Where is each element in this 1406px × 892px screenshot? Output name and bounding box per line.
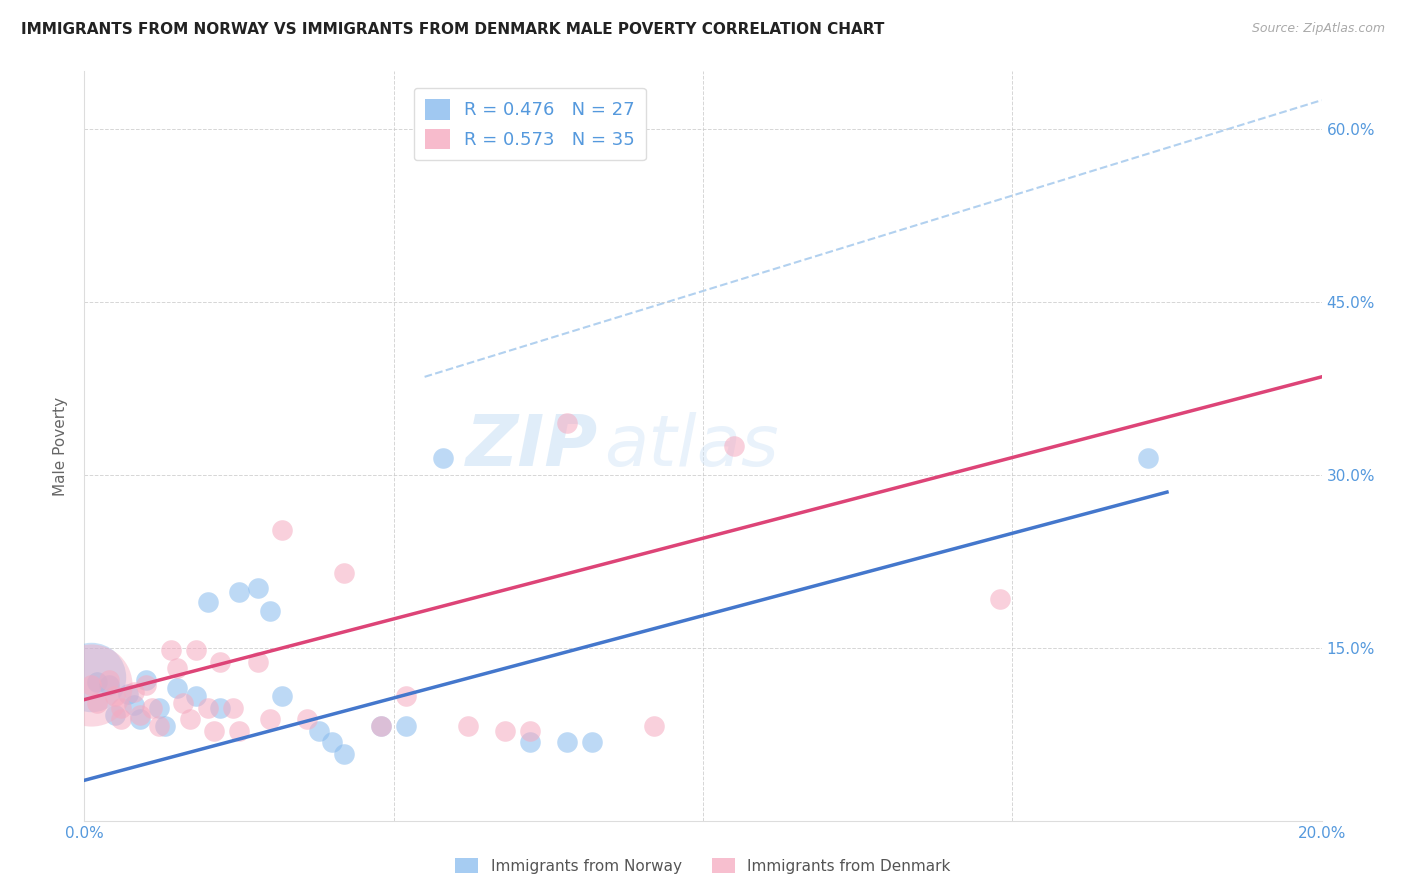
Point bbox=[86, 675, 108, 690]
Point bbox=[129, 707, 152, 722]
Point bbox=[295, 712, 318, 726]
Point bbox=[166, 661, 188, 675]
Point bbox=[148, 700, 170, 714]
Point bbox=[104, 689, 127, 703]
Point bbox=[122, 684, 145, 698]
Point bbox=[202, 723, 225, 738]
Point bbox=[555, 416, 578, 430]
Point bbox=[104, 707, 127, 722]
Point bbox=[166, 681, 188, 695]
Legend: Immigrants from Norway, Immigrants from Denmark: Immigrants from Norway, Immigrants from … bbox=[450, 852, 956, 880]
Point bbox=[222, 700, 245, 714]
Point bbox=[370, 719, 392, 733]
Point bbox=[271, 523, 294, 537]
Point bbox=[643, 719, 665, 733]
Point bbox=[494, 723, 516, 738]
Point bbox=[209, 700, 232, 714]
Point bbox=[723, 439, 745, 453]
Point bbox=[184, 643, 207, 657]
Point bbox=[988, 592, 1011, 607]
Point bbox=[519, 723, 541, 738]
Point bbox=[148, 719, 170, 733]
Point bbox=[395, 689, 418, 703]
Point bbox=[141, 700, 163, 714]
Point bbox=[259, 712, 281, 726]
Point bbox=[228, 723, 250, 738]
Text: ZIP: ZIP bbox=[465, 411, 598, 481]
Point bbox=[179, 712, 201, 726]
Point bbox=[1137, 450, 1160, 465]
Point bbox=[160, 643, 183, 657]
Text: Source: ZipAtlas.com: Source: ZipAtlas.com bbox=[1251, 22, 1385, 36]
Point bbox=[129, 712, 152, 726]
Legend: R = 0.476   N = 27, R = 0.573   N = 35: R = 0.476 N = 27, R = 0.573 N = 35 bbox=[413, 88, 645, 161]
Point bbox=[519, 735, 541, 749]
Point bbox=[79, 669, 101, 683]
Point bbox=[98, 678, 121, 692]
Point bbox=[271, 689, 294, 703]
Point bbox=[308, 723, 330, 738]
Point bbox=[259, 604, 281, 618]
Point bbox=[172, 696, 194, 710]
Point bbox=[321, 735, 343, 749]
Point bbox=[197, 594, 219, 608]
Point bbox=[110, 700, 132, 714]
Text: IMMIGRANTS FROM NORWAY VS IMMIGRANTS FROM DENMARK MALE POVERTY CORRELATION CHART: IMMIGRANTS FROM NORWAY VS IMMIGRANTS FRO… bbox=[21, 22, 884, 37]
Point bbox=[395, 719, 418, 733]
Point bbox=[110, 712, 132, 726]
Point bbox=[135, 673, 157, 687]
Point bbox=[86, 696, 108, 710]
Point bbox=[333, 747, 356, 761]
Point bbox=[197, 700, 219, 714]
Point bbox=[246, 581, 269, 595]
Y-axis label: Male Poverty: Male Poverty bbox=[53, 396, 69, 496]
Point bbox=[457, 719, 479, 733]
Point bbox=[153, 719, 176, 733]
Point bbox=[246, 655, 269, 669]
Point bbox=[333, 566, 356, 580]
Point bbox=[432, 450, 454, 465]
Point bbox=[370, 719, 392, 733]
Text: atlas: atlas bbox=[605, 411, 779, 481]
Point bbox=[209, 655, 232, 669]
Point bbox=[79, 678, 101, 692]
Point bbox=[581, 735, 603, 749]
Point bbox=[117, 687, 139, 701]
Point bbox=[79, 678, 101, 692]
Point bbox=[98, 673, 121, 687]
Point bbox=[184, 689, 207, 703]
Point bbox=[555, 735, 578, 749]
Point bbox=[122, 698, 145, 713]
Point bbox=[228, 585, 250, 599]
Point bbox=[135, 678, 157, 692]
